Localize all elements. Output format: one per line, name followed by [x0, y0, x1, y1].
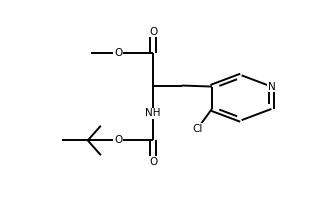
Text: N: N [267, 81, 275, 92]
Text: Cl: Cl [192, 124, 203, 134]
Text: O: O [114, 48, 122, 58]
Text: NH: NH [145, 109, 161, 118]
Text: O: O [149, 157, 157, 167]
Text: O: O [114, 135, 122, 146]
Text: O: O [149, 27, 157, 37]
